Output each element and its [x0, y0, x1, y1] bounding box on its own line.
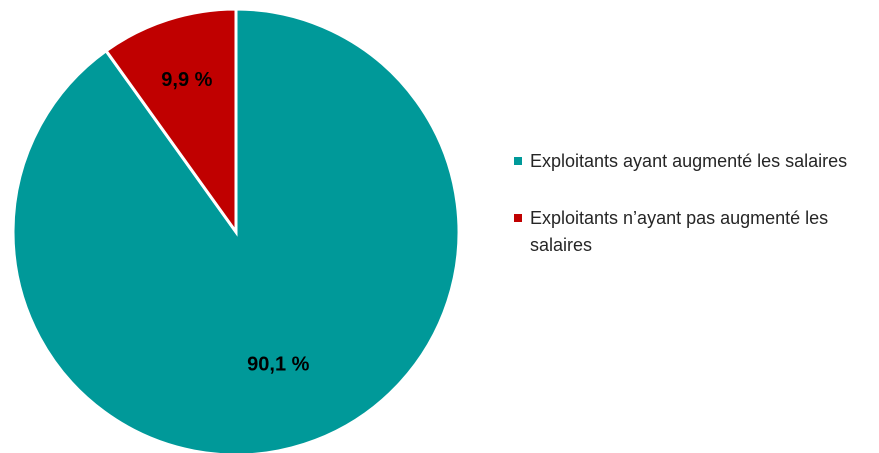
slice-augmente — [11, 7, 461, 453]
legend-label-augmente: Exploitants ayant augmenté les salaires — [530, 151, 848, 171]
slice-label-augmente: 90,1 % — [247, 354, 309, 376]
slice-label-non-augmente: 9,9 % — [161, 69, 212, 91]
legend-swatch-augmente — [514, 157, 522, 165]
legend: Exploitants ayant augmenté les salaires … — [512, 148, 872, 289]
legend-item-augmente: Exploitants ayant augmenté les salaires — [512, 148, 872, 175]
legend-label-non-augmente: Exploitants n’ayant pas augmenté les sal… — [530, 208, 829, 255]
slice-non-augmente — [103, 7, 238, 237]
legend-item-non-augmente: Exploitants n’ayant pas augmenté les sal… — [512, 205, 872, 259]
legend-swatch-non-augmente — [514, 214, 522, 222]
